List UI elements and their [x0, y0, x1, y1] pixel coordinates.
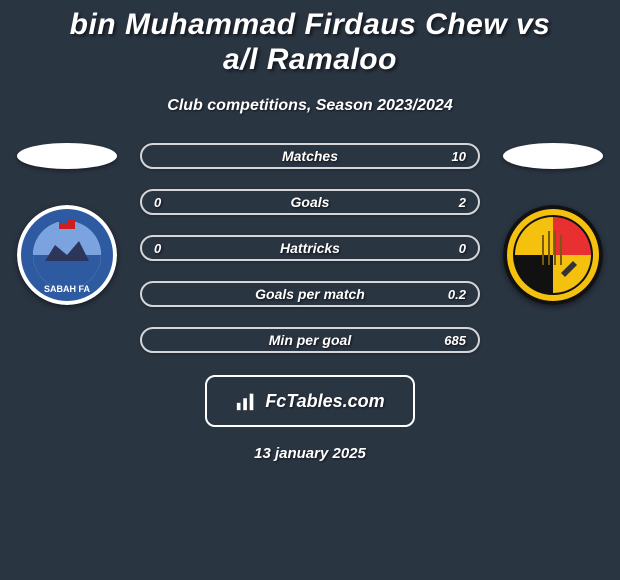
stat-row: Matches 10: [140, 143, 480, 169]
left-ellipse: [17, 143, 117, 169]
page-title: bin Muhammad Firdaus Chew vs a/l Ramaloo: [10, 0, 610, 77]
right-ellipse: [503, 143, 603, 169]
stat-label: Goals per match: [255, 286, 365, 302]
stat-row: 0 Hattricks 0: [140, 235, 480, 261]
stat-right-value: 0: [459, 241, 466, 256]
stat-right-value: 0.2: [448, 287, 466, 302]
stat-right-value: 2: [459, 195, 466, 210]
stat-label: Goals: [291, 194, 330, 210]
comparison-panel: SABAH FA Matches 10 0 Goals 2 0 Hattricks 0 Goal…: [10, 143, 610, 353]
subtitle: Club competitions, Season 2023/2024: [10, 97, 610, 115]
pbns-crest-icon: [503, 205, 603, 305]
stat-label: Matches: [282, 148, 338, 164]
sabah-crest-icon: SABAH FA: [17, 205, 117, 305]
stat-label: Min per goal: [269, 332, 351, 348]
right-side: [498, 143, 608, 305]
stat-row: Goals per match 0.2: [140, 281, 480, 307]
svg-text:SABAH FA: SABAH FA: [44, 284, 91, 294]
stats-column: Matches 10 0 Goals 2 0 Hattricks 0 Goals per mat…: [140, 143, 480, 353]
stat-row: 0 Goals 2: [140, 189, 480, 215]
chart-icon: [235, 390, 257, 412]
stat-left-value: 0: [154, 241, 161, 256]
stat-row: Min per goal 685: [140, 327, 480, 353]
left-crest: SABAH FA: [17, 205, 117, 305]
stat-label: Hattricks: [280, 240, 340, 256]
left-side: SABAH FA: [12, 143, 122, 305]
footer-date: 13 january 2025: [10, 445, 610, 462]
footer-brand-text: FcTables.com: [265, 391, 384, 412]
stat-right-value: 685: [444, 333, 466, 348]
stat-right-value: 10: [452, 149, 466, 164]
stat-left-value: 0: [154, 195, 161, 210]
footer-brand: FcTables.com: [205, 375, 415, 427]
right-crest: [503, 205, 603, 305]
